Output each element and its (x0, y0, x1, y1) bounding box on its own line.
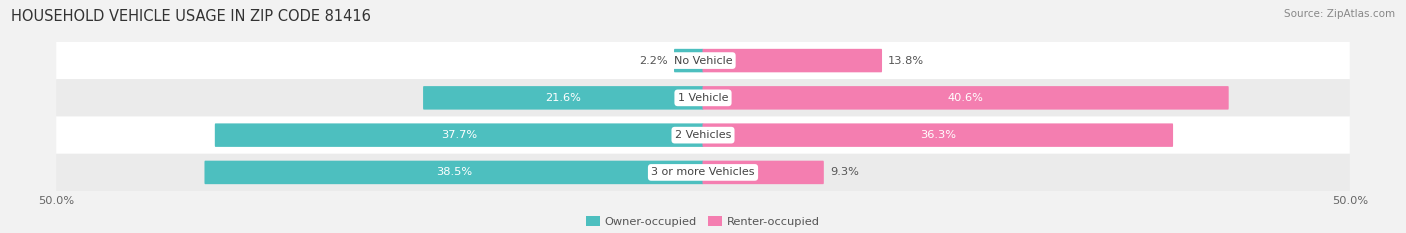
Text: HOUSEHOLD VEHICLE USAGE IN ZIP CODE 81416: HOUSEHOLD VEHICLE USAGE IN ZIP CODE 8141… (11, 9, 371, 24)
FancyBboxPatch shape (56, 116, 1350, 154)
FancyBboxPatch shape (56, 79, 1350, 116)
FancyBboxPatch shape (204, 161, 703, 184)
Text: 2.2%: 2.2% (640, 56, 668, 65)
Text: 21.6%: 21.6% (546, 93, 581, 103)
Text: 3 or more Vehicles: 3 or more Vehicles (651, 168, 755, 177)
Text: 38.5%: 38.5% (436, 168, 472, 177)
FancyBboxPatch shape (703, 161, 824, 184)
FancyBboxPatch shape (703, 123, 1173, 147)
FancyBboxPatch shape (56, 42, 1350, 79)
Text: 36.3%: 36.3% (920, 130, 956, 140)
FancyBboxPatch shape (703, 86, 1229, 110)
Text: 9.3%: 9.3% (830, 168, 859, 177)
Legend: Owner-occupied, Renter-occupied: Owner-occupied, Renter-occupied (586, 216, 820, 227)
Text: No Vehicle: No Vehicle (673, 56, 733, 65)
FancyBboxPatch shape (56, 154, 1350, 191)
Text: 40.6%: 40.6% (948, 93, 984, 103)
Text: 13.8%: 13.8% (889, 56, 924, 65)
FancyBboxPatch shape (423, 86, 703, 110)
FancyBboxPatch shape (703, 49, 882, 72)
FancyBboxPatch shape (215, 123, 703, 147)
Text: 37.7%: 37.7% (441, 130, 477, 140)
Text: 1 Vehicle: 1 Vehicle (678, 93, 728, 103)
Text: Source: ZipAtlas.com: Source: ZipAtlas.com (1284, 9, 1395, 19)
FancyBboxPatch shape (673, 49, 703, 72)
Text: 2 Vehicles: 2 Vehicles (675, 130, 731, 140)
